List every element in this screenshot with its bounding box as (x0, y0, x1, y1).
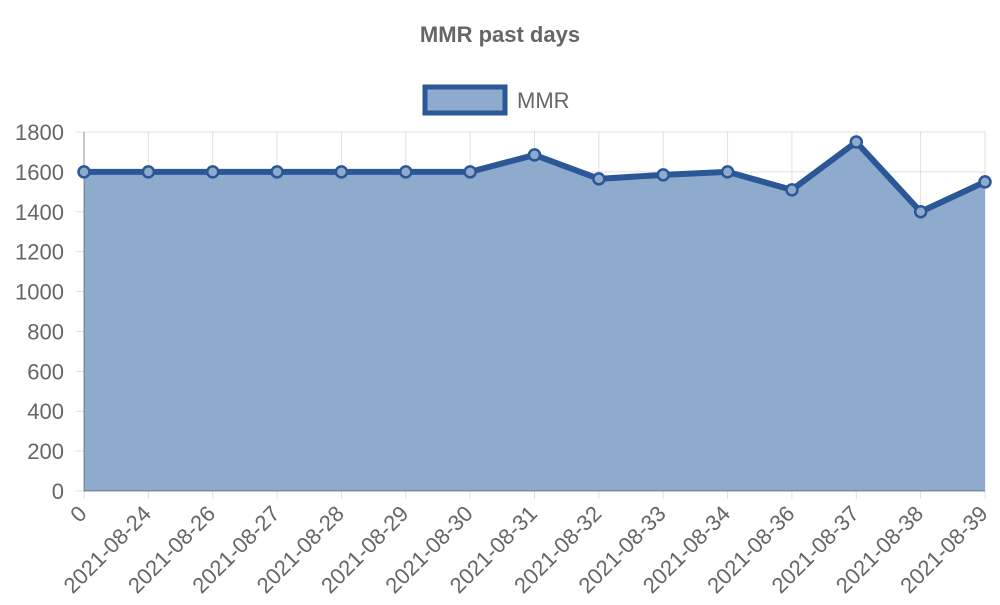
y-tick-label: 1600 (15, 160, 64, 185)
axes (83, 132, 985, 492)
series-area-mmr (84, 141, 985, 491)
legend-swatch-mmr[interactable] (422, 84, 508, 116)
data-point (334, 165, 349, 179)
y-tick-label: 1200 (15, 240, 64, 265)
y-axis-labels: 0 200 400 600 800 1000 1200 1400 1600 1800 (15, 120, 64, 504)
y-tick-label: 200 (27, 439, 64, 464)
y-tick-label: 600 (27, 359, 64, 384)
x-tick-label: 0 (65, 501, 91, 527)
chart-title: MMR past days (420, 22, 580, 47)
data-point (913, 205, 928, 219)
data-point (463, 165, 477, 179)
data-point (399, 165, 413, 179)
legend[interactable]: MMR (422, 84, 570, 116)
data-point (205, 165, 220, 179)
legend-label-mmr[interactable]: MMR (517, 88, 570, 113)
data-point (720, 165, 735, 179)
data-points (77, 135, 992, 219)
data-point (785, 183, 799, 197)
data-point (141, 165, 156, 179)
x-axis-labels: 02021-08-242021-08-262021-08-272021-08-2… (59, 501, 993, 598)
data-point (849, 135, 864, 149)
data-point (527, 148, 542, 162)
y-tick-label: 800 (27, 319, 64, 344)
area-layer (84, 138, 987, 491)
y-tick-label: 1000 (15, 280, 64, 305)
data-point (270, 165, 284, 179)
data-point (656, 168, 670, 182)
y-tick-label: 0 (52, 479, 64, 504)
y-tick-label: 1400 (15, 200, 64, 225)
y-tick-label: 1800 (15, 120, 64, 145)
y-tick-label: 400 (27, 399, 64, 424)
data-point (77, 165, 91, 179)
data-point (592, 172, 606, 186)
data-point (978, 175, 992, 189)
